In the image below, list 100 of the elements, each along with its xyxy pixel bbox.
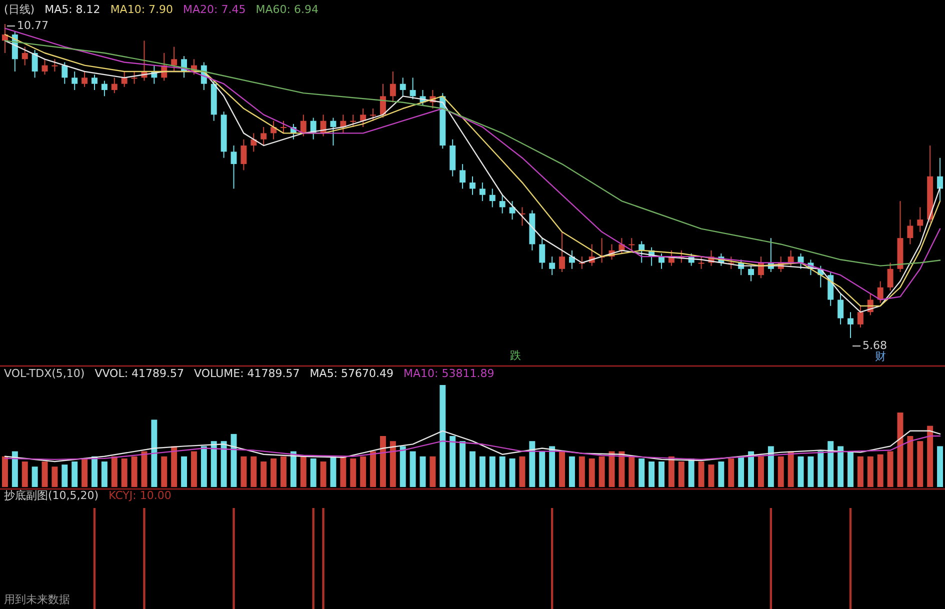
candlestick [877, 280, 884, 304]
annotation: 用到未来数据 [4, 593, 70, 606]
bar [300, 456, 306, 487]
candlestick [370, 108, 376, 122]
bar [210, 441, 217, 487]
text: MA20: 7.45 [183, 3, 246, 16]
bar [638, 458, 645, 487]
text: VOLUME: 41789.57 [194, 367, 300, 380]
bar [72, 462, 78, 487]
candlestick [559, 231, 566, 272]
candlestick [887, 262, 894, 291]
bar [927, 426, 934, 487]
bar [340, 456, 346, 487]
bar [778, 456, 784, 487]
bar [708, 464, 714, 487]
candlestick [240, 138, 247, 171]
candlestick [390, 71, 396, 103]
bar [877, 454, 884, 487]
annotation: 10.77 [16, 19, 48, 32]
chart-title: 抄底副图(10,5,20) [4, 489, 99, 502]
text: 财 [875, 350, 886, 364]
bar [628, 456, 635, 487]
bar [549, 446, 556, 487]
bar [360, 456, 366, 487]
bar [598, 456, 605, 487]
candlestick [72, 71, 78, 91]
bar [470, 451, 476, 487]
bar [848, 451, 854, 487]
text: 跌 [510, 349, 521, 362]
bar [887, 451, 894, 487]
candlestick [300, 114, 306, 137]
candlestick [499, 194, 506, 214]
bar [529, 441, 536, 487]
bar [320, 462, 326, 487]
bar [280, 456, 286, 487]
bar [748, 451, 754, 487]
bar [131, 456, 138, 487]
bar [310, 458, 316, 487]
candlestick [52, 58, 58, 72]
candlestick [470, 176, 476, 196]
bar [907, 436, 914, 487]
candlestick [360, 108, 366, 128]
bar [857, 456, 864, 487]
candlestick [32, 49, 38, 78]
chart-title: VOL-TDX(5,10) [4, 367, 85, 380]
bar [738, 456, 744, 487]
bar [220, 441, 227, 487]
bar [937, 446, 944, 487]
series-label: KCYJ: 10.00 [108, 489, 172, 502]
candlestick [92, 74, 98, 91]
bar [42, 462, 48, 487]
candlestick [489, 188, 496, 208]
candlestick [917, 206, 924, 232]
candlestick [131, 71, 138, 84]
bar [92, 456, 98, 487]
bar [808, 456, 814, 487]
candlestick [410, 77, 416, 100]
bar [250, 456, 257, 487]
candlestick [400, 77, 406, 97]
candlestick [937, 157, 944, 202]
candlestick [62, 62, 68, 84]
bar [390, 441, 396, 487]
bar [22, 462, 28, 487]
bar [440, 385, 446, 487]
candlestick [628, 238, 635, 251]
bar [2, 456, 8, 487]
candlestick [82, 71, 88, 88]
bar [380, 436, 386, 487]
candlestick [350, 114, 356, 128]
bar [618, 451, 625, 487]
chart-title: (日线) [4, 3, 35, 16]
candlestick [509, 200, 516, 220]
bar [828, 441, 834, 487]
bar [450, 436, 456, 487]
text: 5.68 [862, 339, 887, 352]
text: MA5: 57670.49 [310, 367, 394, 380]
bar [410, 451, 416, 487]
bar [171, 446, 178, 487]
bar [181, 456, 188, 487]
candlestick [330, 117, 336, 146]
candlestick [260, 126, 267, 146]
bar [728, 458, 734, 487]
bar [200, 446, 207, 487]
bar [798, 456, 804, 487]
bar [240, 456, 247, 487]
bar [420, 456, 426, 487]
bar [400, 446, 406, 487]
candlestick [698, 256, 704, 270]
bar [838, 446, 844, 487]
candlestick [549, 256, 556, 276]
bar [648, 462, 655, 487]
bar [578, 456, 585, 487]
bar [758, 456, 764, 487]
bar [479, 456, 486, 487]
text: MA10: 7.90 [110, 3, 174, 16]
candlestick [121, 71, 128, 88]
candlestick [280, 120, 286, 134]
bar [430, 456, 436, 487]
candlestick [848, 312, 854, 338]
candlestick [638, 240, 645, 264]
